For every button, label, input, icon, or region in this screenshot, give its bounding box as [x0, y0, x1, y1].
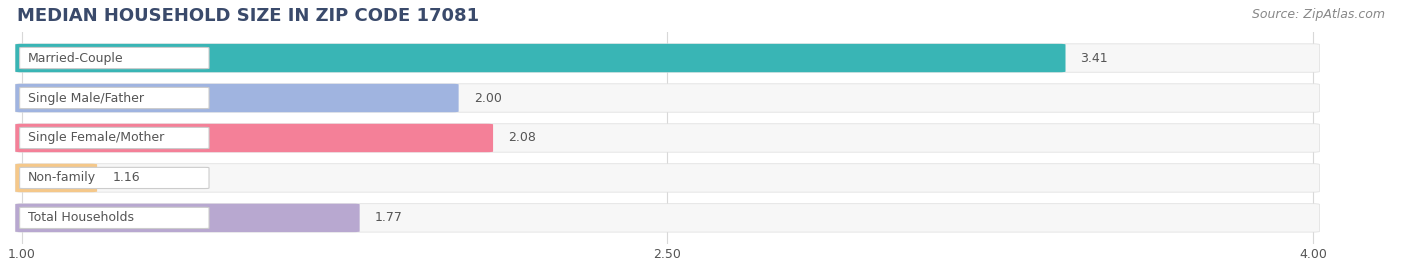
Text: Married-Couple: Married-Couple: [28, 51, 124, 65]
FancyBboxPatch shape: [15, 124, 1319, 152]
FancyBboxPatch shape: [15, 44, 1319, 72]
FancyBboxPatch shape: [20, 127, 209, 148]
FancyBboxPatch shape: [15, 164, 97, 192]
FancyBboxPatch shape: [15, 204, 1319, 232]
Text: Non-family: Non-family: [28, 172, 97, 184]
Text: 3.41: 3.41: [1081, 51, 1108, 65]
Text: Total Households: Total Households: [28, 211, 134, 224]
FancyBboxPatch shape: [15, 124, 494, 152]
FancyBboxPatch shape: [15, 164, 1319, 192]
FancyBboxPatch shape: [15, 84, 458, 112]
Text: 2.00: 2.00: [474, 91, 502, 105]
Text: MEDIAN HOUSEHOLD SIZE IN ZIP CODE 17081: MEDIAN HOUSEHOLD SIZE IN ZIP CODE 17081: [17, 7, 479, 25]
FancyBboxPatch shape: [20, 167, 209, 188]
Text: 1.16: 1.16: [112, 172, 139, 184]
FancyBboxPatch shape: [15, 84, 1319, 112]
Text: 1.77: 1.77: [375, 211, 402, 224]
FancyBboxPatch shape: [20, 47, 209, 69]
FancyBboxPatch shape: [15, 204, 360, 232]
Text: 2.08: 2.08: [508, 132, 536, 144]
Text: Single Female/Mother: Single Female/Mother: [28, 132, 165, 144]
FancyBboxPatch shape: [20, 207, 209, 229]
FancyBboxPatch shape: [20, 87, 209, 109]
FancyBboxPatch shape: [15, 44, 1066, 72]
Text: Single Male/Father: Single Male/Father: [28, 91, 145, 105]
Text: Source: ZipAtlas.com: Source: ZipAtlas.com: [1251, 8, 1385, 21]
